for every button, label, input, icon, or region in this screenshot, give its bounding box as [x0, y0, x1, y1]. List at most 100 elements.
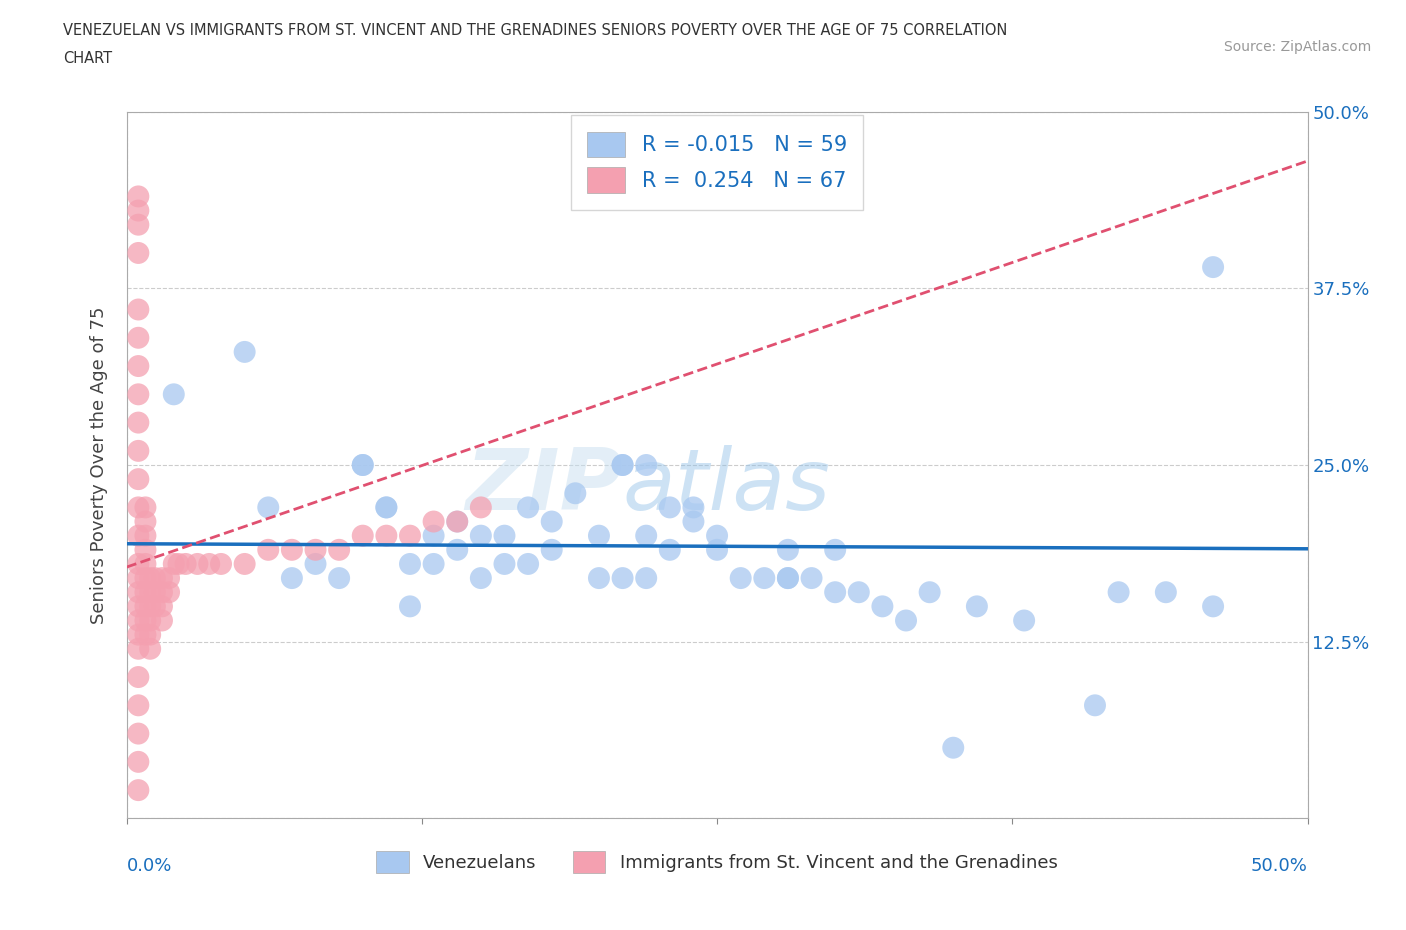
- Point: [134, 514, 156, 529]
- Point: [730, 571, 752, 586]
- Point: [706, 542, 728, 557]
- Point: [127, 500, 149, 515]
- Point: [872, 599, 894, 614]
- Point: [281, 571, 304, 586]
- Point: [918, 585, 941, 600]
- Y-axis label: Seniors Poverty Over the Age of 75: Seniors Poverty Over the Age of 75: [90, 306, 108, 624]
- Point: [257, 500, 280, 515]
- Point: [352, 528, 374, 543]
- Point: [127, 556, 149, 571]
- Point: [127, 571, 149, 586]
- Legend: Venezuelans, Immigrants from St. Vincent and the Grenadines: Venezuelans, Immigrants from St. Vincent…: [370, 844, 1064, 880]
- Point: [186, 556, 208, 571]
- Point: [682, 500, 704, 515]
- Text: ZIP: ZIP: [465, 445, 623, 527]
- Point: [517, 500, 540, 515]
- Point: [167, 556, 190, 571]
- Text: CHART: CHART: [63, 51, 112, 66]
- Point: [127, 783, 149, 798]
- Point: [352, 458, 374, 472]
- Text: 50.0%: 50.0%: [1251, 857, 1308, 875]
- Point: [422, 556, 444, 571]
- Point: [1154, 585, 1177, 600]
- Point: [134, 542, 156, 557]
- Point: [134, 571, 156, 586]
- Point: [127, 359, 149, 374]
- Point: [375, 528, 398, 543]
- Point: [139, 599, 162, 614]
- Point: [636, 571, 658, 586]
- Point: [375, 500, 398, 515]
- Point: [1012, 613, 1035, 628]
- Point: [127, 415, 149, 430]
- Point: [127, 670, 149, 684]
- Point: [848, 585, 870, 600]
- Point: [446, 514, 468, 529]
- Point: [399, 599, 422, 614]
- Point: [257, 542, 280, 557]
- Point: [163, 556, 186, 571]
- Point: [127, 726, 149, 741]
- Point: [446, 542, 468, 557]
- Point: [157, 571, 180, 586]
- Point: [942, 740, 965, 755]
- Point: [588, 528, 610, 543]
- Point: [894, 613, 917, 628]
- Point: [612, 458, 634, 472]
- Point: [139, 613, 162, 628]
- Point: [540, 542, 562, 557]
- Text: Source: ZipAtlas.com: Source: ZipAtlas.com: [1223, 40, 1371, 54]
- Point: [127, 642, 149, 657]
- Point: [127, 218, 149, 232]
- Point: [304, 556, 326, 571]
- Point: [134, 627, 156, 642]
- Point: [375, 500, 398, 515]
- Point: [776, 571, 799, 586]
- Point: [422, 528, 444, 543]
- Point: [127, 472, 149, 486]
- Point: [612, 571, 634, 586]
- Text: VENEZUELAN VS IMMIGRANTS FROM ST. VINCENT AND THE GRENADINES SENIORS POVERTY OVE: VENEZUELAN VS IMMIGRANTS FROM ST. VINCEN…: [63, 23, 1008, 38]
- Point: [328, 571, 350, 586]
- Point: [150, 613, 173, 628]
- Point: [139, 642, 162, 657]
- Point: [163, 387, 186, 402]
- Point: [127, 330, 149, 345]
- Point: [682, 514, 704, 529]
- Point: [139, 585, 162, 600]
- Point: [127, 754, 149, 769]
- Point: [636, 528, 658, 543]
- Point: [588, 571, 610, 586]
- Point: [824, 585, 846, 600]
- Point: [209, 556, 232, 571]
- Point: [517, 556, 540, 571]
- Point: [127, 444, 149, 458]
- Point: [470, 500, 492, 515]
- Point: [776, 571, 799, 586]
- Point: [800, 571, 823, 586]
- Point: [150, 571, 173, 586]
- Point: [143, 599, 166, 614]
- Point: [1084, 698, 1107, 712]
- Point: [754, 571, 776, 586]
- Point: [127, 698, 149, 712]
- Point: [1202, 259, 1225, 274]
- Point: [966, 599, 988, 614]
- Point: [470, 528, 492, 543]
- Point: [127, 599, 149, 614]
- Point: [494, 528, 516, 543]
- Point: [127, 528, 149, 543]
- Point: [127, 302, 149, 317]
- Point: [134, 500, 156, 515]
- Point: [399, 528, 422, 543]
- Point: [422, 514, 444, 529]
- Point: [127, 613, 149, 628]
- Point: [352, 458, 374, 472]
- Point: [127, 246, 149, 260]
- Point: [470, 571, 492, 586]
- Point: [636, 458, 658, 472]
- Point: [399, 556, 422, 571]
- Point: [134, 556, 156, 571]
- Point: [824, 542, 846, 557]
- Point: [540, 514, 562, 529]
